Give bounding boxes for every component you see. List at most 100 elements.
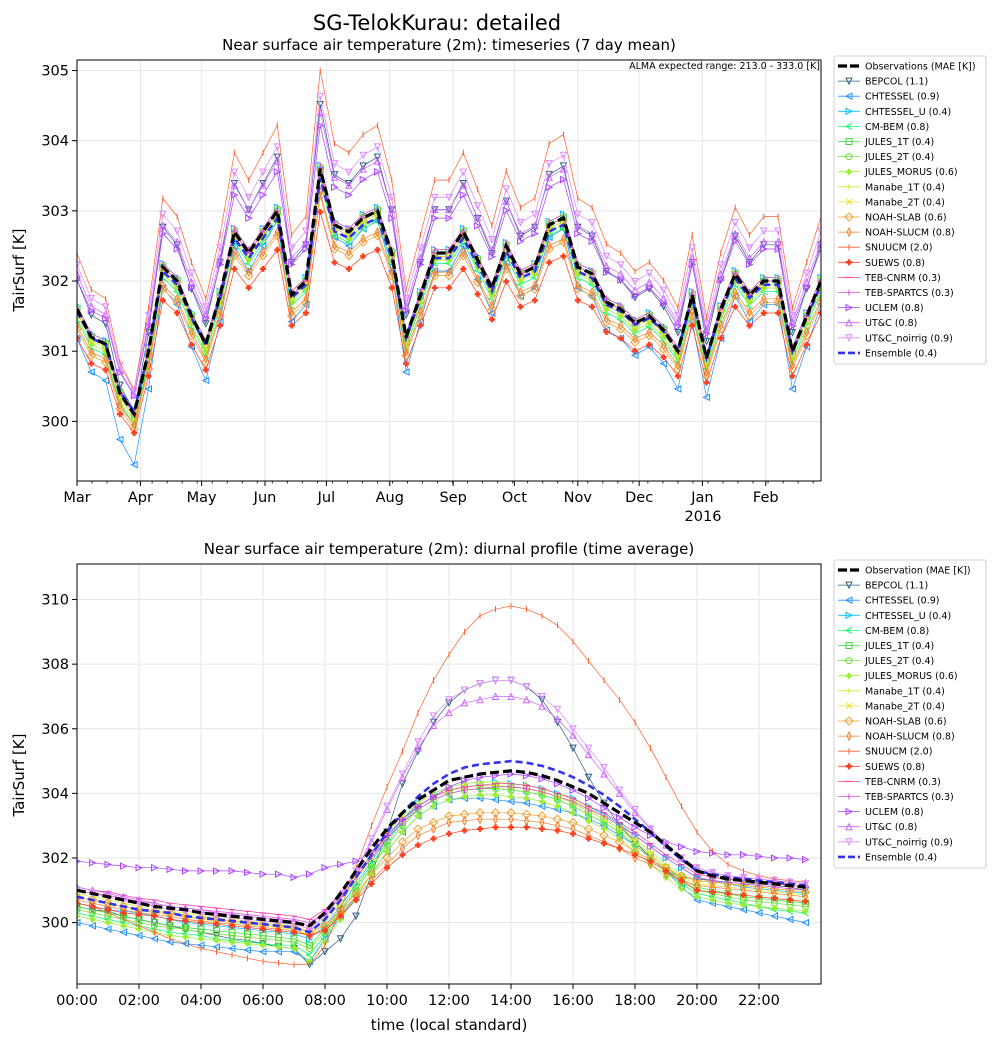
data-point bbox=[446, 817, 452, 828]
x-tick-label: 22:00 bbox=[738, 993, 780, 1009]
data-point bbox=[274, 947, 282, 956]
data-point bbox=[330, 160, 339, 168]
data-point bbox=[414, 744, 422, 752]
data-point bbox=[345, 168, 353, 177]
data-point bbox=[801, 880, 810, 888]
data-point bbox=[631, 806, 639, 814]
data-point bbox=[585, 794, 593, 803]
data-point bbox=[663, 867, 669, 874]
data-point bbox=[131, 430, 138, 437]
data-point bbox=[360, 253, 367, 260]
data-point bbox=[244, 868, 252, 877]
data-point bbox=[119, 928, 127, 937]
data-point bbox=[203, 353, 209, 364]
y-tick-label: 308 bbox=[41, 657, 69, 673]
data-point bbox=[368, 880, 375, 887]
legend-entry: TEB-CNRM (0.3) bbox=[838, 777, 941, 788]
data-point bbox=[289, 306, 295, 318]
data-point bbox=[647, 851, 654, 859]
data-point bbox=[584, 750, 593, 759]
legend-marker bbox=[846, 168, 852, 175]
data-point bbox=[573, 284, 583, 294]
data-point bbox=[569, 786, 578, 794]
data-point bbox=[173, 245, 182, 253]
data-point bbox=[508, 824, 514, 831]
data-point bbox=[198, 919, 204, 926]
data-point bbox=[77, 906, 81, 914]
data-point bbox=[387, 193, 396, 202]
data-point bbox=[201, 376, 210, 385]
legend-entry: SNUUCM (2.0) bbox=[838, 747, 932, 758]
data-point bbox=[802, 855, 810, 864]
data-point bbox=[291, 945, 297, 952]
data-point bbox=[417, 322, 424, 329]
legend-entry: Manabe_2T (0.4) bbox=[838, 197, 945, 208]
data-point bbox=[275, 927, 282, 934]
data-point bbox=[472, 277, 483, 288]
data-point bbox=[331, 240, 338, 251]
data-point bbox=[245, 214, 253, 222]
data-point bbox=[459, 191, 468, 199]
data-point bbox=[188, 341, 195, 348]
data-point bbox=[359, 162, 367, 171]
y-tick-label: 302 bbox=[41, 851, 69, 867]
legend-label: Manabe_2T (0.4) bbox=[865, 701, 945, 712]
data-point bbox=[415, 813, 421, 819]
data-point bbox=[144, 311, 153, 320]
x-tick-label: Apr bbox=[128, 490, 153, 506]
data-point bbox=[539, 825, 545, 832]
data-point bbox=[329, 244, 340, 254]
data-point bbox=[87, 294, 96, 303]
legend-marker bbox=[845, 642, 853, 649]
legend-marker bbox=[845, 153, 853, 161]
data-point bbox=[388, 214, 396, 222]
legend-marker bbox=[845, 138, 853, 145]
data-point bbox=[702, 337, 711, 346]
data-point bbox=[506, 808, 516, 818]
data-point bbox=[474, 291, 481, 298]
data-point bbox=[258, 250, 268, 261]
data-point bbox=[397, 837, 408, 847]
data-point bbox=[260, 247, 266, 258]
series-line bbox=[77, 769, 806, 928]
legend-entry: BEPCOL (1.1) bbox=[838, 77, 928, 88]
data-point bbox=[345, 265, 352, 272]
data-point bbox=[459, 179, 468, 188]
data-point bbox=[599, 830, 609, 841]
data-point bbox=[244, 933, 251, 941]
data-point bbox=[488, 235, 496, 244]
legend-marker bbox=[844, 716, 854, 726]
data-point bbox=[428, 817, 439, 828]
data-point bbox=[489, 300, 495, 311]
data-point bbox=[197, 928, 205, 936]
data-point bbox=[303, 293, 309, 304]
legend-entry: Ensemble (0.4) bbox=[838, 852, 937, 863]
data-point bbox=[321, 863, 330, 872]
data-point bbox=[692, 875, 702, 886]
legend-label: TEB-CNRM (0.3) bbox=[864, 273, 941, 284]
data-point bbox=[401, 350, 411, 361]
legend-entry: CHTESSEL_U (0.4) bbox=[838, 611, 951, 622]
data-point bbox=[759, 227, 768, 236]
legend-label: Manabe_1T (0.4) bbox=[865, 182, 945, 193]
data-point bbox=[517, 287, 524, 298]
data-point bbox=[337, 860, 345, 869]
series-line bbox=[77, 192, 821, 427]
data-point bbox=[182, 925, 189, 933]
data-point bbox=[446, 267, 452, 278]
data-point bbox=[259, 870, 268, 878]
data-point bbox=[476, 680, 484, 688]
legend-marker bbox=[845, 581, 853, 590]
data-point bbox=[816, 297, 821, 308]
legend-label: CM-BEM (0.8) bbox=[865, 122, 929, 133]
data-point bbox=[522, 695, 531, 704]
data-point bbox=[414, 802, 423, 811]
data-point bbox=[538, 702, 546, 710]
data-point bbox=[130, 387, 139, 396]
data-point bbox=[331, 259, 338, 266]
data-point bbox=[213, 930, 220, 938]
data-point bbox=[560, 233, 567, 244]
x-tick-label: 14:00 bbox=[490, 993, 532, 1009]
legend-label: TEB-CNRM (0.3) bbox=[864, 777, 941, 788]
data-point bbox=[492, 824, 499, 831]
